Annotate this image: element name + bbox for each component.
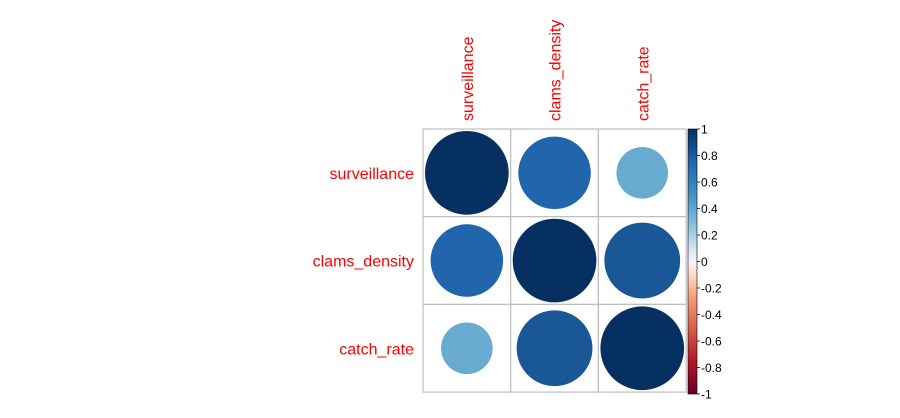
legend-tick-label: 1 bbox=[701, 123, 708, 137]
row-label-surveillance: surveillance bbox=[330, 166, 415, 183]
legend-tick-label: 0.8 bbox=[701, 149, 718, 163]
corr-circle-clams_density-surveillance bbox=[430, 224, 504, 297]
corr-circle-clams_density-clams_density bbox=[512, 218, 597, 303]
corr-circle-catch_rate-surveillance bbox=[441, 322, 493, 375]
legend-tick-label: 0.4 bbox=[701, 202, 718, 216]
legend-tick-label: -0.6 bbox=[701, 335, 722, 349]
legend-tick-label: -0.4 bbox=[701, 308, 722, 322]
corr-circle-surveillance-catch_rate bbox=[616, 147, 669, 199]
col-label-surveillance: surveillance bbox=[460, 36, 477, 121]
legend-tick-label: 0 bbox=[701, 255, 708, 269]
corr-circle-catch_rate-catch_rate bbox=[600, 306, 685, 391]
color-bar bbox=[687, 128, 698, 395]
legend-tick-label: -1 bbox=[701, 388, 712, 402]
corr-circle-clams_density-catch_rate bbox=[604, 222, 681, 299]
corr-circle-surveillance-surveillance bbox=[425, 131, 509, 215]
corr-circle-catch_rate-clams_density bbox=[516, 310, 593, 387]
legend-tick-label: -0.8 bbox=[701, 361, 722, 375]
legend-tick-label: -0.2 bbox=[701, 282, 722, 296]
row-label-catch_rate: catch_rate bbox=[339, 341, 414, 358]
col-label-catch_rate: catch_rate bbox=[635, 46, 652, 121]
circles-layer bbox=[425, 131, 685, 391]
row-labels: surveillance clams_density catch_rate bbox=[313, 166, 414, 358]
legend-tick-label: 0.2 bbox=[701, 229, 718, 243]
row-label-clams_density: clams_density bbox=[313, 254, 414, 271]
legend-tick-label: 0.6 bbox=[701, 176, 718, 190]
color-legend: 1 0.8 0.6 0.4 0.2 0 -0.2 -0.4 -0.6 -0.8 -1 bbox=[687, 123, 722, 402]
column-labels: surveillance clams_density catch_rate bbox=[460, 20, 652, 121]
col-label-clams_density: clams_density bbox=[548, 20, 565, 121]
corr-circle-surveillance-clams_density bbox=[518, 136, 591, 210]
